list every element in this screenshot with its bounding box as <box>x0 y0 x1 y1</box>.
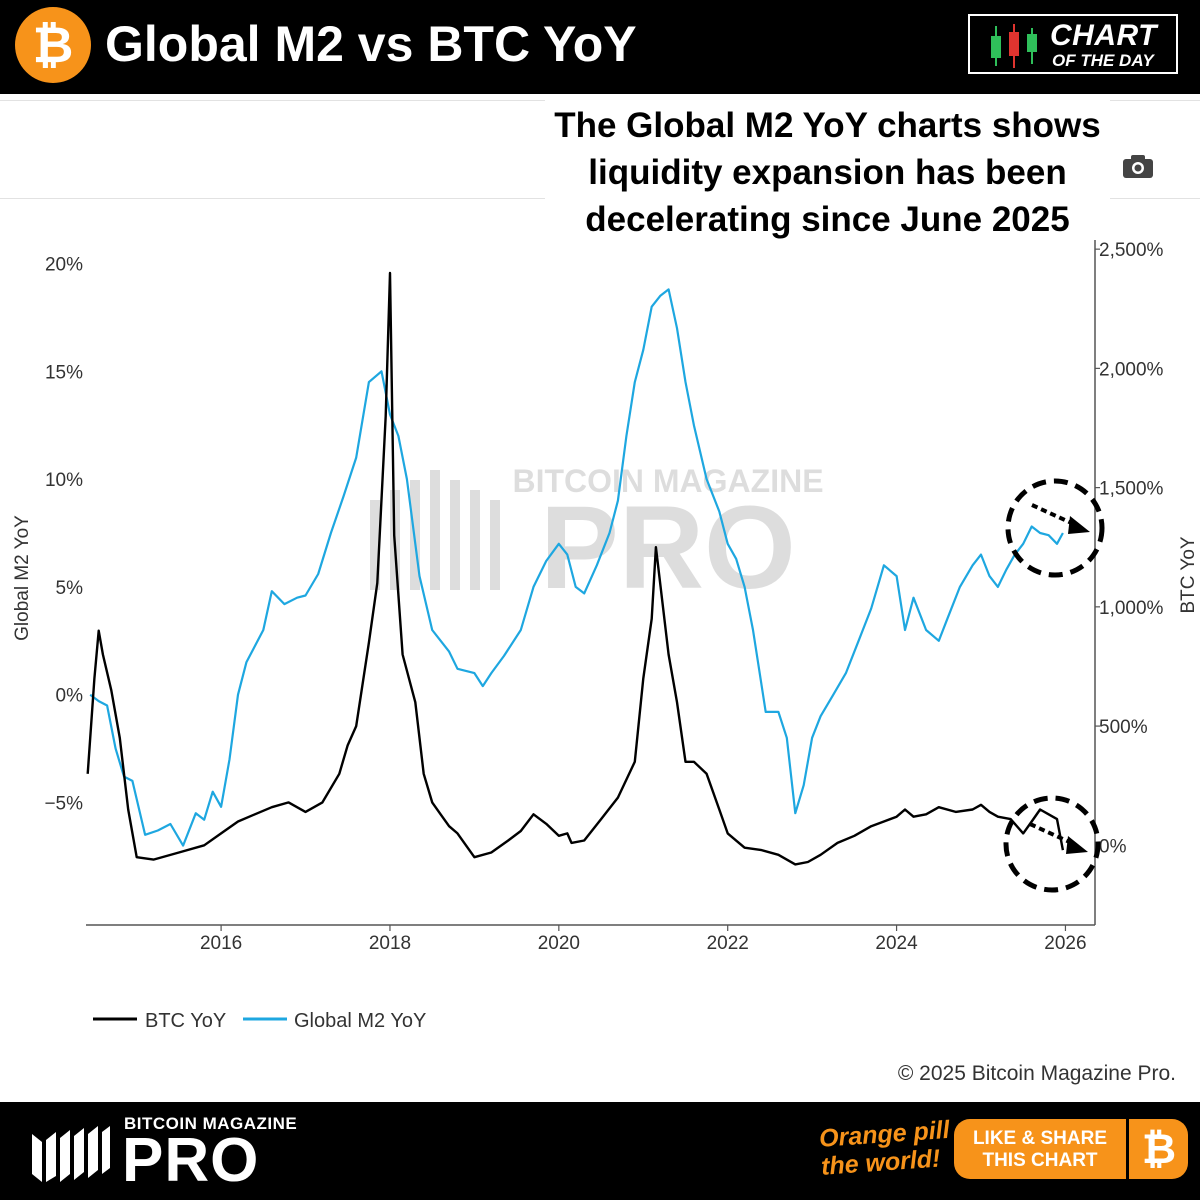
series-layer <box>86 271 1065 866</box>
left-tick-label: 5% <box>56 578 84 599</box>
like-share-button[interactable]: LIKE & SHARE THIS CHART ₿ <box>954 1119 1188 1179</box>
watermark-line2: PRO <box>540 482 796 614</box>
annotation-text: The Global M2 YoY charts shows liquidity… <box>545 102 1110 243</box>
right-axis-label: BTC YoY <box>1178 536 1199 613</box>
x-tick-label: 2026 <box>1044 933 1086 954</box>
right-tick-label: 2,500% <box>1099 240 1164 261</box>
camera-icon[interactable] <box>1122 153 1154 179</box>
right-tick-label: 0% <box>1099 836 1127 857</box>
footer-brand-small: BITCOIN MAGAZINE <box>124 1114 298 1133</box>
page-title: Global M2 vs BTC YoY <box>105 16 637 72</box>
left-tick-label: 10% <box>45 470 83 491</box>
footer-tagline: Orange pill the world! <box>818 1115 962 1181</box>
candlestick-icon <box>991 24 1037 68</box>
badge-chart-label: CHART <box>1050 19 1157 52</box>
right-axis-ticks: 2,500% 2,000% 1,500% 1,000% 500% 0% <box>1095 240 1164 857</box>
annotation-line-3: decelerating since June 2025 <box>585 200 1070 239</box>
copyright-notice: © 2025 Bitcoin Magazine Pro. <box>897 1062 1176 1085</box>
x-tick-label: 2020 <box>538 933 580 954</box>
left-axis-ticks: 20% 15% 10% 5% 0% −5% <box>44 255 83 815</box>
btc-highlight-callout <box>1003 795 1101 893</box>
left-tick-label: 0% <box>56 686 84 707</box>
share-line-1: LIKE & SHARE <box>972 1128 1108 1149</box>
chart-of-the-day-badge: CHART OF THE DAY <box>968 14 1178 74</box>
watermark-line1: BITCOIN MAGAZINE <box>512 463 823 499</box>
bitcoin-logo-icon: ₿ <box>15 7 91 83</box>
chart-legend: BTC YoY Global M2 YoY <box>93 1010 426 1032</box>
left-tick-label: −5% <box>44 793 83 814</box>
left-tick-label: 20% <box>45 255 83 276</box>
share-line-2: THIS CHART <box>982 1150 1098 1171</box>
x-tick-label: 2022 <box>707 933 749 954</box>
right-tick-label: 2,000% <box>1099 359 1164 380</box>
pro-logo-bars-icon <box>32 1126 110 1182</box>
header-bar: ₿ Global M2 vs BTC YoY CHART OF THE DAY <box>0 0 1200 94</box>
x-axis-ticks: 2016 2018 2020 2022 2024 2026 <box>200 925 1087 954</box>
m2-highlight-callout <box>1005 478 1105 578</box>
watermark: BITCOIN MAGAZINE PRO <box>370 463 824 614</box>
x-tick-label: 2016 <box>200 933 242 954</box>
chart-canvas: BITCOIN MAGAZINE PRO 2016 2018 2020 2022 202… <box>12 236 1199 1032</box>
watermark-bars-icon <box>370 470 500 590</box>
share-divider <box>1126 1119 1129 1179</box>
right-tick-label: 1,000% <box>1099 598 1164 619</box>
annotation-line-2: liquidity expansion has been <box>588 153 1067 192</box>
annotation-line-1: The Global M2 YoY charts shows <box>554 106 1101 145</box>
footer-brand-big: PRO <box>122 1126 260 1195</box>
left-tick-label: 15% <box>45 362 83 383</box>
legend-m2-label[interactable]: Global M2 YoY <box>294 1010 426 1032</box>
btc-yoy-series-line[interactable] <box>86 271 1065 866</box>
x-tick-label: 2024 <box>875 933 918 954</box>
bitcoin-icon: ₿ <box>1141 1125 1177 1172</box>
footer-bar: BITCOIN MAGAZINE PRO Orange pill the wor… <box>0 1102 1200 1200</box>
left-axis-label: Global M2 YoY <box>12 515 33 641</box>
annotation-box: The Global M2 YoY charts shows liquidity… <box>545 98 1110 240</box>
global-m2-yoy-series-line[interactable] <box>89 288 1064 847</box>
m2-arrow-icon <box>1068 516 1090 534</box>
legend-btc-label[interactable]: BTC YoY <box>145 1010 226 1032</box>
right-tick-label: 500% <box>1099 717 1148 738</box>
badge-of-the-day-label: OF THE DAY <box>1052 51 1154 70</box>
x-tick-label: 2018 <box>369 933 411 954</box>
btc-arrow-icon <box>1066 836 1088 854</box>
share-button-text: LIKE & SHARE THIS CHART <box>954 1128 1126 1172</box>
right-tick-label: 1,500% <box>1099 479 1164 500</box>
